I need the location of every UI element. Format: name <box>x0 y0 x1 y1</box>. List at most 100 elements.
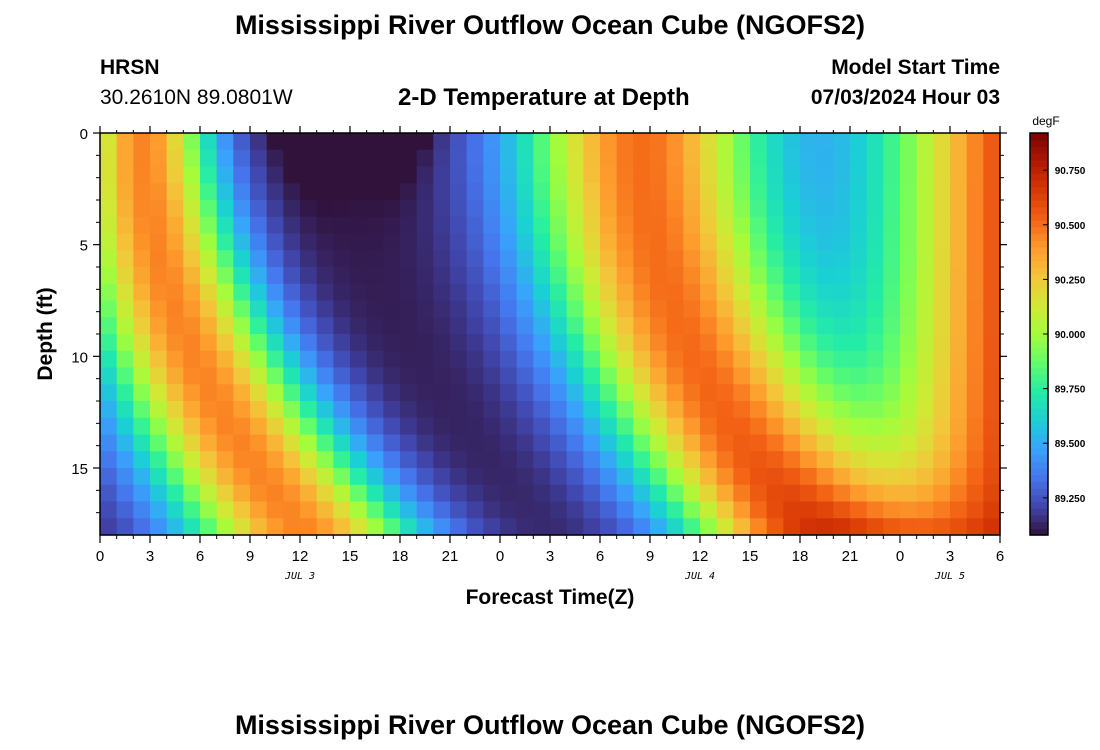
colorbar-segment <box>1030 280 1048 288</box>
heatmap-cell <box>883 149 901 168</box>
heatmap-cell <box>350 149 368 168</box>
x-axis: 0 3 6 9 12 15 18 21 0 3 6 9 12 15 18 21 0 3 6 JUL 3 JUL 4 JUL… <box>96 126 1004 582</box>
y-tick-label: 15 <box>71 461 88 478</box>
heatmap-cell <box>116 434 134 452</box>
heatmap-cell <box>400 501 418 519</box>
heatmap-cell <box>966 183 984 201</box>
heatmap-cell <box>400 417 418 436</box>
heatmap-cell <box>150 484 168 503</box>
heatmap-cell <box>333 501 351 519</box>
heatmap-cell <box>416 334 434 352</box>
heatmap-cell <box>516 451 534 469</box>
heatmap-cell <box>516 518 534 536</box>
heatmap-cell <box>800 468 818 486</box>
heatmap-cell <box>383 300 401 318</box>
heatmap-cell <box>750 350 768 369</box>
heatmap-cell <box>233 451 251 469</box>
heatmap-cell <box>566 367 584 385</box>
heatmap-cell <box>516 133 534 151</box>
heatmap-cell <box>266 518 284 536</box>
heatmap-cell <box>183 384 201 402</box>
heatmap-cell <box>733 501 751 519</box>
heatmap-cell <box>533 233 551 251</box>
heatmap-cell <box>350 451 368 469</box>
heatmap-cell <box>983 417 1001 436</box>
heatmap-cell <box>466 183 484 201</box>
heatmap-cell <box>366 133 384 151</box>
heatmap-cell <box>866 417 884 436</box>
heatmap-cell <box>900 233 918 251</box>
heatmap-cell <box>283 233 301 251</box>
heatmap-cell <box>500 283 518 302</box>
heatmap-cell <box>750 200 768 218</box>
heatmap-cell <box>816 518 834 536</box>
heatmap-cell <box>266 468 284 486</box>
heatmap-cell <box>250 401 268 419</box>
heatmap-cell <box>950 149 968 168</box>
heatmap-cell <box>233 468 251 486</box>
heatmap-cell <box>916 149 934 168</box>
heatmap-cell <box>866 334 884 352</box>
heatmap-cell <box>850 166 868 184</box>
heatmap-cell <box>333 384 351 402</box>
heatmap-cell <box>516 317 534 335</box>
heatmap-cell <box>883 183 901 201</box>
heatmap-cell <box>900 149 918 168</box>
heatmap-cell <box>166 233 184 251</box>
heatmap-cell <box>483 250 501 268</box>
heatmap-cell <box>766 183 784 201</box>
colorbar-segment <box>1030 133 1048 141</box>
heatmap-cell <box>766 401 784 419</box>
heatmap-cell <box>316 501 334 519</box>
heatmap-cell <box>716 451 734 469</box>
heatmap-cell <box>166 200 184 218</box>
heatmap-cell <box>416 367 434 385</box>
heatmap-cell <box>633 484 651 503</box>
heatmap-cell <box>866 216 884 235</box>
heatmap-cell <box>300 216 318 235</box>
colorbar-segment <box>1030 240 1048 248</box>
heatmap-cell <box>450 518 468 536</box>
heatmap-cell <box>750 434 768 452</box>
heatmap-cell <box>616 317 634 335</box>
heatmap-cell <box>183 484 201 503</box>
heatmap-cell <box>550 350 568 369</box>
x-tick-label: 0 <box>96 548 104 565</box>
colorbar-segment <box>1030 347 1048 355</box>
heatmap-cell <box>600 417 618 436</box>
heatmap-cell <box>633 166 651 184</box>
heatmap-cell <box>733 401 751 419</box>
heatmap-cell <box>516 484 534 503</box>
heatmap-cell <box>200 501 218 519</box>
heatmap-cell <box>516 468 534 486</box>
heatmap-cell <box>316 417 334 436</box>
heatmap-cell <box>916 451 934 469</box>
heatmap-cell <box>650 200 668 218</box>
heatmap-cell <box>266 384 284 402</box>
heatmap-cell <box>833 250 851 268</box>
heatmap-cell <box>566 384 584 402</box>
heatmap-cell <box>433 468 451 486</box>
heatmap-cell <box>316 518 334 536</box>
heatmap-cell <box>816 133 834 151</box>
heatmap-cell <box>300 317 318 335</box>
heatmap-cell <box>866 317 884 335</box>
heatmap-cell <box>600 518 618 536</box>
heatmap-cell <box>600 267 618 285</box>
heatmap-cell <box>783 468 801 486</box>
heatmap-cell <box>966 501 984 519</box>
heatmap-cell <box>950 317 968 335</box>
heatmap-cell <box>983 434 1001 452</box>
heatmap-cell <box>733 166 751 184</box>
heatmap-cell <box>266 350 284 369</box>
heatmap-cell <box>866 468 884 486</box>
heatmap-cell <box>433 233 451 251</box>
heatmap-cell <box>866 401 884 419</box>
heatmap-cell <box>166 149 184 168</box>
chart-title: Mississippi River Outflow Ocean Cube (NG… <box>234 10 866 40</box>
heatmap-cell <box>466 334 484 352</box>
heatmap-cell <box>466 484 484 503</box>
heatmap-cell <box>600 133 618 151</box>
heatmap-cell <box>333 367 351 385</box>
heatmap-cell <box>866 149 884 168</box>
